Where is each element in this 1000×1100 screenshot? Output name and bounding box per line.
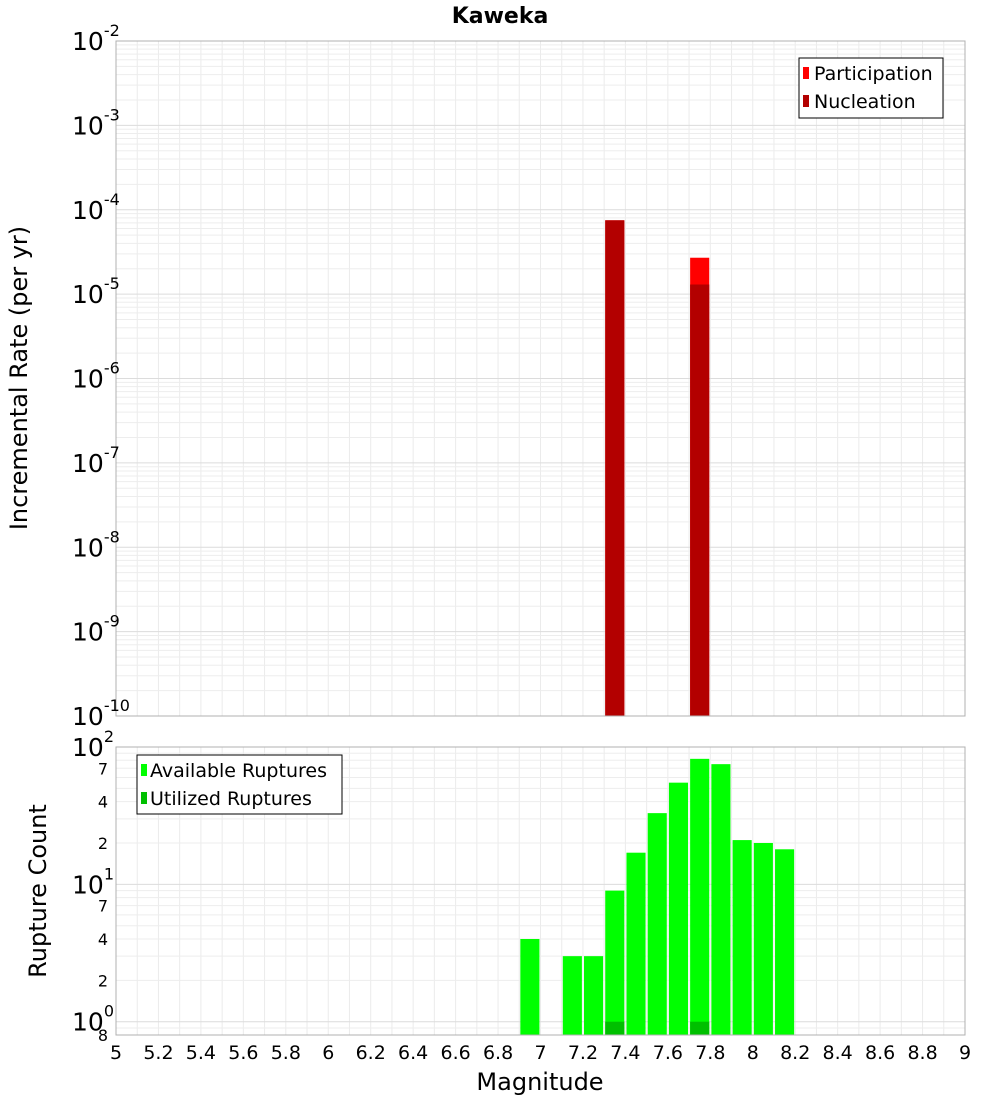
chart-title: Kaweka: [452, 4, 549, 29]
rate-panel: 10-10 10-9 10-8 10-7 10-6 10-5 10-4 10-3 10-2 In…: [5, 21, 966, 731]
rate-y-tick-label: 10-3: [72, 105, 120, 140]
magnitude-x-ticks: 5 5.2 5.4 5.6 5.8 6 6.2 6.4 6.6 6.8 7 7.2 7.4 7.6 7.8 8…: [110, 1042, 971, 1064]
x-tick-label: 7.4: [610, 1042, 640, 1064]
available-ruptures-bar: [605, 890, 625, 1035]
rate-grid: [115, 40, 966, 717]
available-ruptures-bar: [775, 849, 795, 1035]
available-ruptures-bar: [562, 956, 582, 1035]
count-y-minor-tick-label: 2: [98, 971, 108, 990]
rate-y-tick-label: 10-10: [72, 696, 130, 731]
rate-y-axis-label: Incremental Rate (per yr): [5, 226, 33, 530]
count-y-minor-tick-label: 8: [98, 1026, 108, 1045]
count-y-ticks: 100 101 102 8 2 4 7 2 4 7: [72, 727, 114, 1045]
participation-legend-swatch: [803, 67, 809, 79]
count-y-minor-tick-label: 4: [98, 793, 108, 812]
count-legend-box: [136, 754, 343, 815]
x-tick-label: 6.2: [356, 1042, 386, 1064]
count-panel: 100 101 102 8 2 4 7 2 4 7 5 5.2 5.4 5.6 5.8 6 6.2 6.4 6.6…: [24, 727, 971, 1096]
count-y-minor-tick-label: 7: [98, 897, 108, 916]
rate-y-tick-label: 10-9: [72, 612, 120, 647]
x-tick-label: 7: [534, 1042, 546, 1064]
x-tick-label: 5.6: [228, 1042, 258, 1064]
x-tick-label: 6.4: [398, 1042, 428, 1064]
available-ruptures-legend-swatch: [141, 764, 147, 776]
available-ruptures-bar: [690, 758, 710, 1035]
x-tick-label: 9: [959, 1042, 971, 1064]
x-tick-label: 5: [110, 1042, 122, 1064]
rate-y-tick-label: 10-7: [72, 443, 120, 478]
rate-y-tick-label: 10-5: [72, 274, 120, 309]
x-tick-label: 8.8: [907, 1042, 937, 1064]
count-y-tick-label: 102: [72, 727, 114, 762]
x-tick-label: 5.4: [186, 1042, 216, 1064]
available-ruptures-bar: [711, 764, 731, 1035]
x-tick-label: 6: [322, 1042, 334, 1064]
x-tick-label: 5.8: [271, 1042, 301, 1064]
utilized-ruptures-legend-swatch: [141, 792, 147, 804]
rate-y-tick-label: 10-4: [72, 190, 120, 225]
count-y-tick-label: 100: [72, 1002, 114, 1037]
participation-legend-label: Participation: [814, 63, 933, 85]
x-tick-label: 8.4: [823, 1042, 853, 1064]
available-ruptures-bar: [753, 843, 773, 1035]
utilized-ruptures-legend-label: Utilized Ruptures: [150, 788, 312, 810]
count-y-minor-tick-label: 2: [98, 834, 108, 853]
nucleation-bar: [605, 220, 625, 717]
x-tick-label: 6.8: [483, 1042, 513, 1064]
available-ruptures-bar: [584, 956, 604, 1035]
rate-y-ticks: 10-10 10-9 10-8 10-7 10-6 10-5 10-4 10-3 10-2: [72, 21, 130, 731]
available-ruptures-bar: [520, 939, 540, 1035]
x-tick-label: 8.2: [780, 1042, 810, 1064]
count-y-minor-tick-label: 4: [98, 930, 108, 949]
x-tick-label: 8: [747, 1042, 759, 1064]
available-ruptures-bar: [626, 852, 646, 1035]
x-tick-label: 6.6: [440, 1042, 470, 1064]
rate-bars: [605, 220, 710, 717]
utilized-ruptures-bar: [690, 1021, 710, 1035]
rate-y-tick-label: 10-2: [72, 21, 120, 56]
count-y-tick-label: 101: [72, 864, 114, 899]
nucleation-legend-label: Nucleation: [814, 91, 916, 113]
rate-legend: Participation Nucleation: [798, 57, 944, 119]
x-tick-label: 8.6: [865, 1042, 895, 1064]
count-plot-frame: [115, 746, 966, 1036]
nucleation-bar: [690, 284, 710, 716]
rate-plot-frame: [115, 40, 966, 717]
rate-legend-box: [798, 57, 944, 119]
x-tick-label: 7.8: [695, 1042, 725, 1064]
available-ruptures-bar: [668, 782, 689, 1035]
count-bars: [520, 758, 795, 1035]
available-ruptures-bar: [647, 813, 667, 1035]
rate-y-tick-label: 10-8: [72, 527, 120, 562]
nucleation-legend-swatch: [803, 95, 809, 107]
count-legend: Available Ruptures Utilized Ruptures: [136, 754, 343, 815]
x-tick-label: 7.2: [568, 1042, 598, 1064]
x-tick-label: 5.2: [143, 1042, 173, 1064]
count-y-minor-tick-label: 7: [98, 759, 108, 778]
utilized-ruptures-bar: [605, 1021, 625, 1035]
count-y-axis-label: Rupture Count: [24, 804, 52, 978]
available-ruptures-bar: [732, 840, 752, 1035]
rate-y-tick-label: 10-6: [72, 359, 120, 394]
x-tick-label: 7.6: [653, 1042, 683, 1064]
magnitude-x-axis-label: Magnitude: [476, 1068, 603, 1096]
available-ruptures-legend-label: Available Ruptures: [150, 760, 327, 782]
